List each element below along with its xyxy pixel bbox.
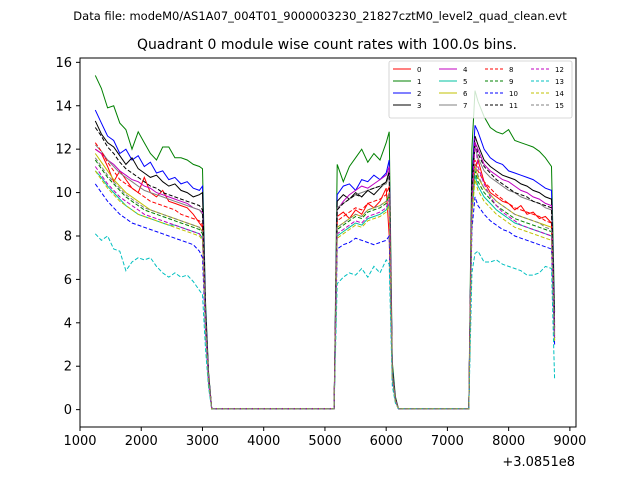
y-tick-label: 10 — [55, 186, 72, 201]
legend-label-3: 3 — [417, 102, 421, 110]
legend-label-0: 0 — [417, 66, 421, 74]
y-tick-label: 2 — [64, 360, 72, 375]
y-tick-label: 12 — [55, 143, 72, 158]
x-tick-label: 3000 — [186, 434, 219, 449]
x-tick-label: 5000 — [308, 434, 341, 449]
y-tick-label: 6 — [64, 273, 72, 288]
legend-label-11: 11 — [509, 102, 518, 110]
legend-label-8: 8 — [509, 66, 513, 74]
series-line-11 — [94, 127, 556, 410]
x-tick-label: 6000 — [370, 434, 403, 449]
legend-label-13: 13 — [555, 78, 564, 86]
legend-label-4: 4 — [463, 66, 468, 74]
x-offset-label: +3.0851e8 — [502, 455, 575, 470]
legend-label-15: 15 — [555, 102, 564, 110]
plot-frame — [79, 57, 577, 428]
legend-label-9: 9 — [509, 78, 513, 86]
chart-title: Quadrant 0 module wise count rates with … — [137, 37, 517, 53]
y-tick-label: 0 — [64, 403, 72, 418]
plot-area — [80, 58, 576, 427]
y-tick-label: 4 — [64, 316, 72, 331]
legend-label-12: 12 — [555, 66, 564, 74]
y-tick-label: 8 — [64, 229, 72, 244]
x-tick-label: 1000 — [63, 434, 96, 449]
series-line-15 — [94, 157, 556, 410]
y-tick-label: 16 — [55, 56, 72, 71]
legend-label-1: 1 — [417, 78, 421, 86]
axis-ticks: 1000 2000 3000 4000 5000 6000 7000 8000 9000 0 2 4 6… — [55, 56, 586, 449]
series-line-9 — [94, 159, 556, 410]
legend-label-10: 10 — [509, 90, 518, 98]
x-tick-label: 8000 — [492, 434, 525, 449]
series-layer — [94, 75, 556, 410]
legend-label-5: 5 — [463, 78, 467, 86]
suptitle: Data file: modeM0/AS1A07_004T01_90000032… — [73, 9, 567, 23]
y-tick-label: 14 — [55, 99, 72, 114]
legend-box — [388, 60, 573, 119]
legend-label-7: 7 — [463, 102, 467, 110]
x-tick-label: 4000 — [247, 434, 280, 449]
legend-label-14: 14 — [555, 90, 564, 98]
legend-label-2: 2 — [417, 90, 421, 98]
x-tick-label: 2000 — [125, 434, 158, 449]
x-tick-label: 7000 — [431, 434, 464, 449]
x-tick-label: 9000 — [553, 434, 586, 449]
legend-label-6: 6 — [463, 90, 468, 98]
